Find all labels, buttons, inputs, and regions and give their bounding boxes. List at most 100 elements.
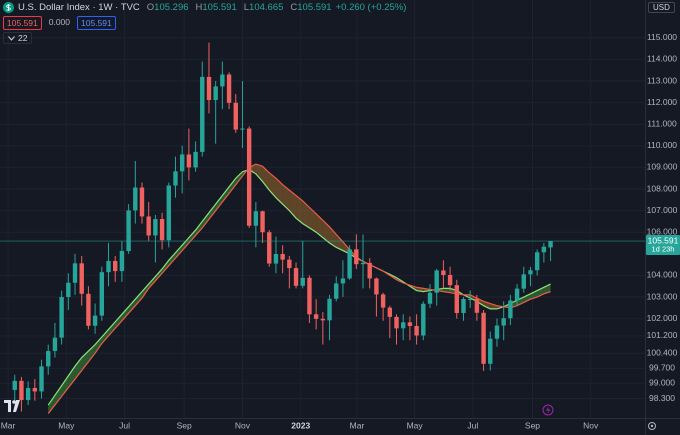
ribbon-fill xyxy=(88,344,96,362)
candle-body xyxy=(407,322,413,326)
y-tick-label: 99.000 xyxy=(649,378,675,388)
candle-body xyxy=(79,263,84,294)
lightning-button[interactable] xyxy=(542,404,554,416)
x-tick-label: May xyxy=(407,420,424,430)
ribbon-fill xyxy=(302,200,310,228)
ribbon-fill xyxy=(329,226,337,248)
candle-body xyxy=(92,315,98,326)
candle-body xyxy=(380,294,386,308)
candle-body xyxy=(307,277,312,315)
candle-body xyxy=(447,274,453,286)
ribbon-fill xyxy=(48,395,55,414)
candle-body xyxy=(488,338,493,364)
last-price-badge xyxy=(646,235,680,256)
candle-body xyxy=(481,312,486,364)
close-key: C xyxy=(290,2,298,13)
y-tick-label: 106.000 xyxy=(647,226,678,236)
candle-body xyxy=(367,262,372,279)
high-key: H xyxy=(195,2,203,13)
candle-body xyxy=(454,285,459,314)
candle-body xyxy=(287,259,292,269)
x-tick-label: Nov xyxy=(583,420,599,430)
y-tick-label: 101.200 xyxy=(647,330,678,340)
ribbon-fill xyxy=(543,284,551,294)
indicators-toggle[interactable]: 22 xyxy=(3,32,33,44)
ribbon-fill xyxy=(523,293,531,303)
candle-body xyxy=(280,254,285,260)
candle-body xyxy=(327,298,332,321)
candle-body xyxy=(494,325,500,339)
ribbon-fill xyxy=(490,303,497,309)
candle-body xyxy=(474,298,480,313)
ribbon-fill xyxy=(336,234,343,251)
candle-body xyxy=(334,283,339,299)
candle-body xyxy=(300,277,305,286)
chevron-icon xyxy=(8,35,15,41)
sell-price[interactable]: 105.591 xyxy=(3,16,42,30)
candle-body xyxy=(146,216,151,236)
candle-body xyxy=(39,366,44,392)
y-tick-label: 103.000 xyxy=(647,291,678,301)
ribbon-fill xyxy=(135,291,142,306)
candle-body xyxy=(220,74,225,87)
ribbon-fill xyxy=(54,385,62,406)
trade-row: 105.591 0.000 105.591 xyxy=(3,16,116,30)
ribbon-fill xyxy=(188,230,196,244)
close-value: 105.591 xyxy=(297,2,332,13)
candle-body xyxy=(394,316,399,329)
candle-body xyxy=(159,219,165,241)
x-tick-label: Jul xyxy=(467,420,478,430)
ribbon-fill xyxy=(101,329,109,344)
ribbon-fill xyxy=(148,276,156,289)
candle-body xyxy=(360,262,366,265)
candle-body xyxy=(240,128,245,130)
candle-body xyxy=(514,288,520,301)
ribbon-fill xyxy=(108,321,116,336)
countdown-label: 1d 23h xyxy=(652,245,675,254)
candle-body xyxy=(99,272,105,316)
y-tick-label: 102.000 xyxy=(647,313,678,323)
candle-body xyxy=(72,263,78,283)
candle-body xyxy=(106,260,111,273)
x-tick-label: Sep xyxy=(177,420,192,430)
low-value: 104.665 xyxy=(249,2,284,13)
ribbon-fill xyxy=(289,190,297,219)
ribbon-fill xyxy=(141,284,149,299)
candle-body xyxy=(233,102,238,130)
currency-button[interactable]: USD xyxy=(648,2,675,13)
ribbon-fill xyxy=(262,166,270,191)
candle-body xyxy=(12,380,17,390)
ribbon-fill xyxy=(309,207,317,233)
high-value: 105.591 xyxy=(202,2,237,13)
y-tick-label: 111.000 xyxy=(647,118,677,128)
candle-body xyxy=(200,76,205,152)
ribbon-fill xyxy=(61,375,69,397)
candle-body xyxy=(133,187,138,211)
x-tick-label: Jul xyxy=(119,420,130,430)
candle-body xyxy=(354,249,359,265)
spread: 0.000 xyxy=(48,17,71,27)
candle-body xyxy=(521,274,526,289)
candle-body xyxy=(186,154,192,168)
y-tick-label: 108.000 xyxy=(647,183,678,193)
ribbon-fill xyxy=(162,260,169,274)
y-tick-label: 99.700 xyxy=(649,363,675,373)
ribbon-fill xyxy=(175,245,183,259)
buy-price[interactable]: 105.591 xyxy=(77,16,116,30)
settings-button[interactable] xyxy=(648,422,656,430)
x-tick-label: Mar xyxy=(350,420,365,430)
symbol-title[interactable]: U.S. Dollar Index · 1W · TVC xyxy=(18,2,140,13)
candle-body xyxy=(52,337,58,352)
candle-body xyxy=(273,254,279,264)
x-tick-label: May xyxy=(58,420,75,430)
candle-body xyxy=(347,249,352,279)
candle-body xyxy=(19,380,24,401)
candle-body xyxy=(267,232,272,264)
ribbon-fill xyxy=(282,184,290,211)
ribbon-fill xyxy=(517,297,524,306)
candle-body xyxy=(434,270,439,293)
ribbon-fill xyxy=(121,306,129,321)
ribbon-fill xyxy=(115,314,122,329)
ribbon-fill xyxy=(128,299,136,314)
open-key: O xyxy=(146,2,155,13)
